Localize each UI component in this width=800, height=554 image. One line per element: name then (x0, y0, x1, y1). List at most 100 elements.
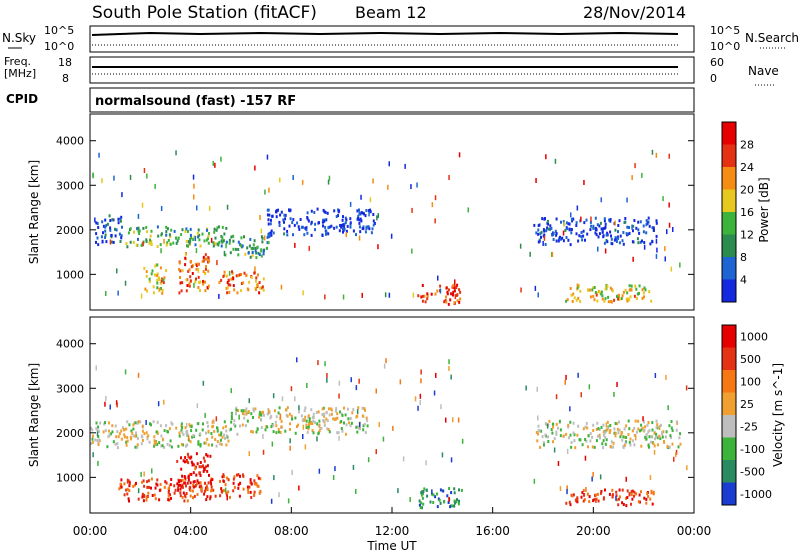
velocity-cell (140, 434, 143, 438)
power-cell (189, 227, 192, 231)
velocity-scatter (230, 388, 232, 394)
power-cell (555, 239, 558, 243)
velocity-cell (606, 428, 609, 432)
velocity-cell (614, 422, 617, 425)
velocity-cell (206, 421, 209, 424)
velocity-cell (252, 416, 254, 419)
velocity-cell (308, 417, 311, 421)
power-cell (557, 239, 560, 243)
power-cell (256, 245, 259, 249)
velocity-cell (612, 441, 615, 445)
velocity-cell (565, 432, 568, 436)
power-scatter (160, 248, 162, 254)
velocity-cell (624, 441, 627, 445)
velocity-cell (343, 406, 345, 410)
power-cell (165, 230, 168, 234)
velocity-cell (645, 501, 648, 505)
velocity-cell (453, 487, 456, 491)
velocity-cell (185, 484, 187, 488)
power-cell (607, 295, 610, 299)
velocity-cell (263, 413, 265, 417)
velocity-cell (260, 411, 263, 415)
velocity-cell (552, 422, 555, 426)
power-cell (255, 288, 257, 292)
velocity-cell (229, 495, 231, 499)
power-cell (635, 287, 638, 291)
velocity-cell (583, 493, 585, 496)
velocity-cell (670, 420, 673, 424)
power-cell (184, 256, 187, 260)
velocity-cell (655, 419, 658, 423)
velocity-cell (352, 408, 355, 412)
velocity-cell (336, 431, 339, 435)
power-scatter (189, 237, 191, 243)
velocity-cell (602, 439, 605, 443)
power-cell (162, 281, 165, 285)
power-cell (121, 225, 123, 229)
power-scatter (210, 237, 213, 243)
power-scatter (662, 196, 664, 202)
velocity-cell (233, 419, 236, 423)
power-cell (201, 260, 204, 263)
velocity-cell (155, 430, 158, 434)
velocity-cell (250, 430, 253, 433)
velocity-cell (655, 432, 658, 436)
velocity-cell (199, 461, 202, 464)
velocity-cell (364, 408, 366, 412)
velocity-scatter (359, 422, 361, 428)
velocity-cell (576, 433, 579, 437)
velocity-cell (141, 492, 144, 496)
velocity-cell (187, 455, 190, 459)
velocity-cell (136, 421, 139, 425)
power-cell (615, 240, 618, 243)
power-scatter (294, 242, 296, 248)
velocity-cell (206, 464, 209, 468)
freq-tick-top: 18 (58, 56, 72, 69)
velocity-cell (355, 425, 358, 429)
power-cell (638, 291, 640, 295)
velocity-cell (623, 427, 626, 431)
velocity-cell (256, 474, 259, 478)
power-scatter (116, 268, 118, 274)
velocity-cell (184, 456, 187, 460)
power-cell (568, 222, 571, 226)
velocity-cell (609, 445, 612, 449)
velocity-cell (165, 424, 168, 428)
velocity-cell (253, 493, 256, 497)
power-cell (592, 226, 595, 230)
power-cell (184, 230, 187, 233)
power-cell (303, 233, 306, 237)
velocity-cell (630, 502, 632, 506)
velocity-cell (230, 427, 232, 431)
power-cell (205, 257, 208, 261)
power-cell (346, 224, 349, 228)
velocity-scatter (319, 423, 321, 429)
power-cell (423, 294, 426, 298)
power-cell (181, 281, 184, 285)
velocity-cell (221, 435, 224, 439)
power-cell (222, 239, 225, 243)
power-cell (637, 220, 640, 224)
velocity-cell (612, 445, 615, 449)
velocity-cell (120, 437, 123, 441)
velocity-cell (250, 412, 253, 416)
power-cell (453, 283, 456, 287)
power-cell (243, 235, 245, 239)
velocity-cell (121, 426, 124, 430)
power-cell (252, 243, 255, 247)
power-cell (117, 217, 120, 221)
power-cell (185, 278, 188, 282)
power-cell (624, 217, 627, 220)
power-cell (592, 286, 595, 290)
power-cell (645, 219, 648, 223)
velocity-cell (303, 409, 306, 413)
velocity-cell (449, 505, 452, 509)
power-cell (166, 227, 169, 231)
velocity-cell (104, 421, 106, 425)
power-cell (199, 280, 202, 284)
power-cell (579, 299, 582, 303)
velocity-cell (225, 434, 228, 438)
velocity-cell (167, 498, 170, 502)
power-scatter (454, 279, 456, 285)
power-cell (360, 219, 363, 223)
